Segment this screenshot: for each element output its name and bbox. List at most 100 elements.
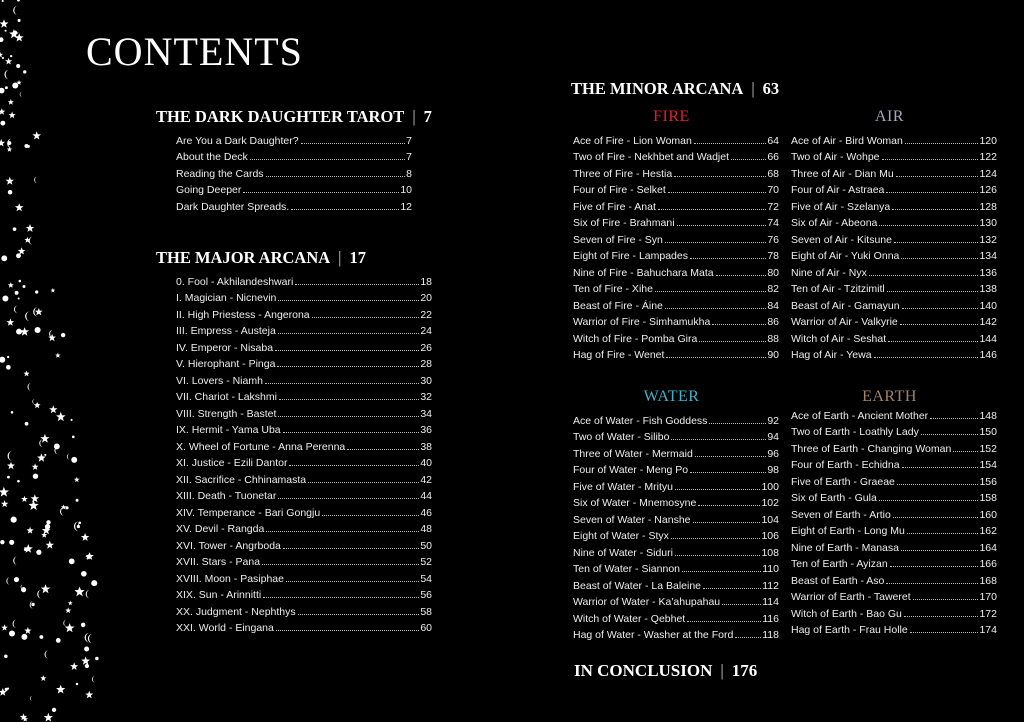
entry-page: 26 xyxy=(420,341,432,354)
toc-entry[interactable]: Seven of Fire - Syn 76 xyxy=(573,229,779,246)
toc-entry[interactable]: Seven of Water - Nanshe 104 xyxy=(573,509,779,526)
toc-entry[interactable]: Warrior of Fire - Simhamukha 86 xyxy=(573,312,779,328)
toc-entry[interactable]: Witch of Air - Seshat 144 xyxy=(791,328,997,345)
toc-entry[interactable]: III. Empress - Austeja 24 xyxy=(176,321,432,337)
toc-entry[interactable]: Nine of Air - Nyx 136 xyxy=(791,262,997,279)
toc-entry[interactable]: Three of Water - Mermaid 96 xyxy=(573,443,779,460)
toc-entry[interactable]: Beast of Fire - Áine 84 xyxy=(573,295,779,312)
toc-entry[interactable]: XVI. Tower - Angrboda 50 xyxy=(176,535,432,552)
toc-entry[interactable]: Warrior of Water - Ka'ahupahau 114 xyxy=(573,592,779,608)
toc-entry[interactable]: VI. Lovers - Niamh 30 xyxy=(176,370,432,387)
toc-entry[interactable]: V. Hierophant - Pinga 28 xyxy=(176,354,432,370)
toc-entry[interactable]: Hag of Fire - Wenet 90 xyxy=(573,345,779,361)
toc-entry[interactable]: Ace of Earth - Ancient Mother 148 xyxy=(791,405,997,422)
toc-entry[interactable]: Witch of Water - Qebhet 116 xyxy=(573,608,779,625)
toc-entry[interactable]: Eight of Air - Yuki Onna 134 xyxy=(791,246,997,262)
toc-entry[interactable]: XIV. Temperance - Bari Gongju 46 xyxy=(176,502,432,519)
toc-entry[interactable]: Nine of Water - Siduri 108 xyxy=(573,542,779,559)
toc-entry[interactable]: Are You a Dark Daughter? 7 xyxy=(176,130,412,147)
toc-entry[interactable]: Five of Water - Mrityu 100 xyxy=(573,476,779,493)
toc-entry[interactable]: 0. Fool - Akhilandeshwari 18 xyxy=(176,271,432,288)
toc-entry[interactable]: Five of Fire - Anat 72 xyxy=(573,196,779,213)
star-icon xyxy=(33,401,41,409)
entry-label: Four of Air - Astraea xyxy=(791,184,885,196)
entry-page: 44 xyxy=(420,490,432,502)
entry-label: Nine of Air - Nyx xyxy=(791,266,867,279)
toc-entry[interactable]: Ace of Fire - Lion Woman 64 xyxy=(573,130,779,147)
toc-entry[interactable]: Four of Fire - Selket 70 xyxy=(573,180,779,196)
toc-entry[interactable]: Seven of Air - Kitsune 132 xyxy=(791,229,997,246)
toc-entry[interactable]: Witch of Fire - Pomba Gira 88 xyxy=(573,328,779,345)
toc-entry[interactable]: I. Magician - Nicnevin 20 xyxy=(176,288,432,304)
toc-entry[interactable]: Ten of Fire - Xihe 82 xyxy=(573,279,779,295)
star-icon xyxy=(5,176,14,185)
toc-entry[interactable]: Warrior of Earth - Taweret 170 xyxy=(791,587,997,603)
dot-star-icon xyxy=(71,435,75,439)
toc-entry[interactable]: Beast of Air - Gamayun 140 xyxy=(791,295,997,312)
toc-entry[interactable]: XVIII. Moon - Pasiphae 54 xyxy=(176,568,432,585)
toc-entry[interactable]: Three of Air - Dian Mu 124 xyxy=(791,163,997,180)
toc-entry[interactable]: Hag of Earth - Frau Holle 174 xyxy=(791,620,997,636)
toc-entry[interactable]: Five of Earth - Graeae 156 xyxy=(791,471,997,488)
dot-star-icon xyxy=(18,279,22,283)
entry-page: 104 xyxy=(761,513,779,526)
toc-entry[interactable]: Four of Earth - Echidna 154 xyxy=(791,455,997,471)
toc-entry[interactable]: X. Wheel of Fortune - Anna Perenna 38 xyxy=(176,436,432,453)
star-icon xyxy=(85,690,94,699)
toc-entry[interactable]: Five of Air - Szelanya 128 xyxy=(791,196,997,213)
toc-entry[interactable]: Six of Fire - Brahmani 74 xyxy=(573,213,779,229)
toc-entry[interactable]: Seven of Earth - Artio 160 xyxy=(791,504,997,521)
toc-entry[interactable]: Eight of Water - Styx 106 xyxy=(573,526,779,542)
toc-entry[interactable]: Six of Air - Abeona 130 xyxy=(791,213,997,229)
toc-entry[interactable]: Warrior of Air - Valkyrie 142 xyxy=(791,312,997,328)
toc-entry[interactable]: Dark Daughter Spreads. 12 xyxy=(176,196,412,213)
star-icon xyxy=(24,627,32,634)
toc-entry[interactable]: IV. Emperor - Nisaba 26 xyxy=(176,337,432,354)
toc-entry[interactable]: About the Deck 7 xyxy=(176,147,412,163)
toc-entry[interactable]: Nine of Earth - Manasa 164 xyxy=(791,537,997,554)
toc-entry[interactable]: XI. Justice - Ezili Dantor 40 xyxy=(176,453,432,469)
toc-entry[interactable]: XIX. Sun - Arinnitti 56 xyxy=(176,585,432,601)
toc-entry[interactable]: Two of Water - Silibo 94 xyxy=(573,427,779,443)
toc-entry[interactable]: Four of Water - Meng Po 98 xyxy=(573,460,779,476)
toc-entry[interactable]: Ten of Water - Siannon 110 xyxy=(573,559,779,575)
dot-star-icon xyxy=(0,120,6,126)
toc-entry[interactable]: Eight of Fire - Lampades 78 xyxy=(573,246,779,262)
toc-entry[interactable]: XVII. Stars - Pana 52 xyxy=(176,552,432,568)
toc-entry[interactable]: XX. Judgment - Nephthys 58 xyxy=(176,601,432,618)
toc-entry[interactable]: II. High Priestess - Angerona 22 xyxy=(176,304,432,321)
toc-entry[interactable]: XV. Devil - Rangda 48 xyxy=(176,519,432,535)
toc-entry[interactable]: Nine of Fire - Bahuchara Mata 80 xyxy=(573,262,779,279)
toc-entry[interactable]: Two of Air - Wohpe 122 xyxy=(791,147,997,163)
toc-entry[interactable]: Hag of Water - Washer at the Ford 118 xyxy=(573,625,779,641)
toc-entry[interactable]: Three of Earth - Changing Woman 152 xyxy=(791,438,997,455)
toc-entry[interactable]: Three of Fire - Hestia 68 xyxy=(573,163,779,180)
toc-entry[interactable]: Eight of Earth - Long Mu 162 xyxy=(791,521,997,537)
toc-entry[interactable]: IX. Hermit - Yama Uba 36 xyxy=(176,420,432,436)
toc-entry[interactable]: Going Deeper 10 xyxy=(176,180,412,196)
toc-entry[interactable]: VII. Chariot - Lakshmi 32 xyxy=(176,387,432,403)
toc-entry[interactable]: Ten of Air - Tzitzimitl 138 xyxy=(791,279,997,295)
toc-entry[interactable]: Ace of Water - Fish Goddess 92 xyxy=(573,410,779,427)
toc-entry[interactable]: Six of Earth - Gula 158 xyxy=(791,488,997,504)
toc-entry[interactable]: Two of Fire - Nekhbet and Wadjet 66 xyxy=(573,147,779,163)
entry-page: 70 xyxy=(767,184,779,196)
moon-icon xyxy=(7,450,13,461)
toc-entry[interactable]: Hag of Air - Yewa 146 xyxy=(791,345,997,361)
entry-label: Ten of Air - Tzitzimitl xyxy=(791,283,885,295)
toc-entry[interactable]: Six of Water - Mnemosyne 102 xyxy=(573,493,779,509)
toc-entry[interactable]: XII. Sacrifice - Chhinamasta 42 xyxy=(176,469,432,486)
toc-entry[interactable]: Ace of Air - Bird Woman 120 xyxy=(791,130,997,147)
toc-entry[interactable]: Ten of Earth - Ayizan 166 xyxy=(791,554,997,570)
star-icon xyxy=(50,287,56,293)
toc-entry[interactable]: Witch of Earth - Bao Gu 172 xyxy=(791,603,997,620)
star-icon xyxy=(23,544,33,553)
toc-entry[interactable]: Four of Air - Astraea 126 xyxy=(791,180,997,196)
toc-entry[interactable]: Reading the Cards 8 xyxy=(176,163,412,180)
toc-entry[interactable]: Beast of Earth - Aso 168 xyxy=(791,570,997,587)
toc-entry[interactable]: XXI. World - Eingana 60 xyxy=(176,618,432,634)
toc-entry[interactable]: VIII. Strength - Bastet 34 xyxy=(176,403,432,420)
toc-entry[interactable]: Two of Earth - Loathly Lady 150 xyxy=(791,422,997,438)
toc-entry[interactable]: XIII. Death - Tuonetar 44 xyxy=(176,486,432,502)
toc-entry[interactable]: Beast of Water - La Baleine 112 xyxy=(573,575,779,592)
